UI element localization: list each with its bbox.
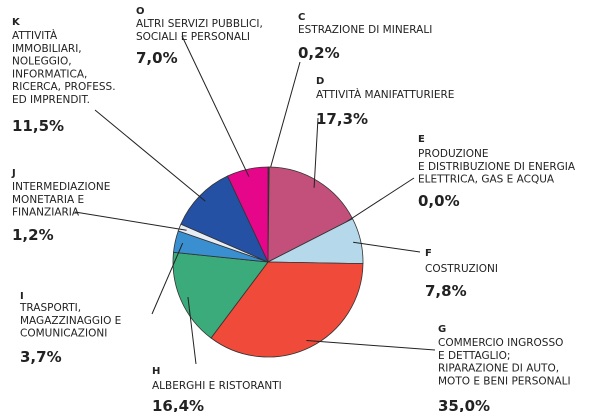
category-code: O (136, 6, 145, 17)
value-label: 0,2% (298, 44, 340, 62)
category-name: ESTRAZIONE DI MINERALI (298, 24, 432, 36)
leader-line (313, 117, 319, 188)
leader-line (268, 61, 301, 175)
leader-line (181, 35, 250, 177)
leader-line (151, 242, 184, 315)
category-code: E (418, 134, 425, 145)
pie-slice (227, 166, 269, 263)
value-label: 17,3% (316, 110, 368, 128)
category-code: D (316, 76, 324, 87)
value-label: 7,0% (136, 49, 178, 67)
leader-line (345, 177, 415, 223)
category-name: ALTRI SERVIZI PUBBLICI, SOCIALI E PERSONA… (136, 18, 263, 43)
value-label: 3,7% (20, 348, 62, 366)
value-label: 1,2% (12, 226, 54, 244)
category-code: G (438, 324, 446, 335)
value-label: 16,4% (152, 397, 204, 412)
value-label: 7,8% (425, 282, 467, 300)
category-name: PRODUZIONE E DISTRIBUZIONE DI ENERGIA ELET… (418, 148, 576, 186)
pie-slice (210, 261, 364, 358)
value-label: 35,0% (438, 397, 490, 412)
category-code: F (425, 248, 432, 259)
value-label: 11,5% (12, 117, 64, 135)
pie-slice (172, 251, 269, 339)
category-code: J (11, 168, 16, 179)
category-name: COMMERCIO INGROSSO E DETTAGLIO; RIPARAZION… (438, 337, 571, 387)
category-code: K (12, 17, 21, 28)
category-name: ALBERGHI E RISTORANTI (152, 380, 282, 392)
category-code: I (20, 291, 24, 302)
value-label: 0,0% (418, 192, 460, 210)
leader-line (306, 340, 436, 351)
leader-line (74, 211, 187, 231)
pie-slice (267, 166, 354, 263)
leader-line (187, 296, 197, 365)
category-name: COSTRUZIONI (425, 263, 498, 275)
category-name: INTERMEDIAZIONE MONETARIA E FINANZIARIA (12, 181, 110, 219)
category-name: TRASPORTI, MAGAZZINAGGIO E COMUNICAZIONI (19, 302, 121, 340)
leader-line (353, 241, 421, 253)
category-name: ATTIVITÀ MANIFATTURIERE (316, 88, 454, 101)
category-code: C (298, 12, 305, 23)
category-code: H (152, 366, 160, 377)
category-name: ATTIVITÀ IMMOBILIARI, NOLEGGIO, INFORMATICA… (12, 29, 116, 106)
pie-slice (180, 175, 269, 263)
leader-line (94, 109, 206, 202)
